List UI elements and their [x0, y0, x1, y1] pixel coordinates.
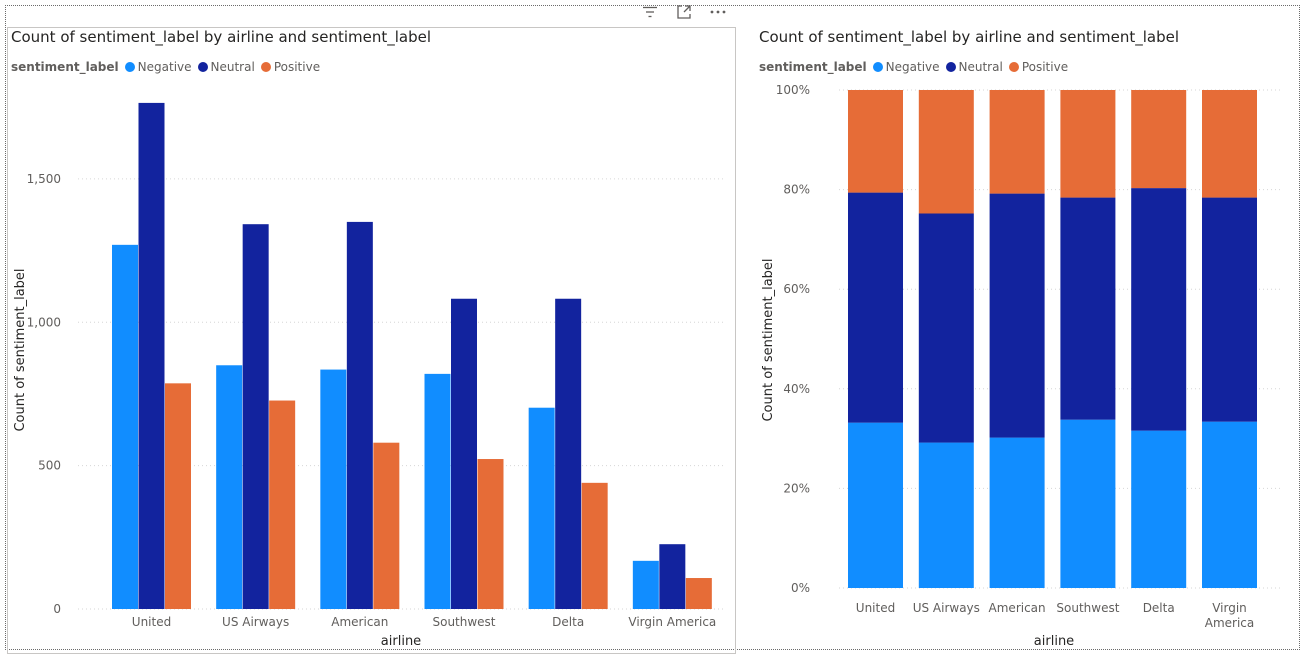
legend-label: Negative [137, 60, 192, 74]
legend-dot [1008, 62, 1019, 72]
bar-positive[interactable] [685, 578, 712, 609]
chart-title-left: Count of sentiment_label by airline and … [11, 28, 432, 46]
legend-item-positive[interactable]: Positive [260, 60, 321, 74]
bar-negative[interactable] [112, 244, 138, 609]
legend-item-neutral[interactable]: Neutral [197, 60, 255, 74]
bar-negative[interactable] [1131, 430, 1187, 588]
bar-positive[interactable] [989, 90, 1045, 194]
legend-label: Positive [1021, 60, 1069, 74]
bar-neutral[interactable] [346, 221, 373, 609]
legend-item-neutral[interactable]: Neutral [945, 60, 1003, 74]
clustered-column-visual[interactable] [7, 27, 736, 654]
bar-neutral[interactable] [918, 213, 974, 443]
y-tick-label: 1,500 [27, 172, 61, 186]
bar-positive[interactable] [477, 459, 504, 609]
bar-positive[interactable] [1131, 90, 1187, 189]
bar-neutral[interactable] [989, 193, 1045, 438]
bar-negative[interactable] [848, 422, 903, 588]
legend-title: sentiment_label [759, 60, 867, 74]
bar-positive[interactable] [848, 90, 903, 193]
bar-positive[interactable] [269, 400, 296, 609]
y-tick-label: 0% [791, 581, 810, 595]
y-tick-label: 100% [776, 83, 810, 97]
legend-label: Positive [273, 60, 321, 74]
bar-positive[interactable] [373, 442, 400, 609]
x-tick-label: Delta [1143, 601, 1175, 615]
clustered-column-chart[interactable]: 0 500 1,000 1,500 United US Airways American So… [0, 0, 740, 657]
y-tick-label: 500 [38, 459, 61, 473]
legend-label: Neutral [210, 60, 255, 74]
x-tick-label: Delta [552, 615, 584, 629]
legend-item-negative[interactable]: Negative [872, 60, 940, 74]
more-options-icon[interactable] [708, 2, 728, 22]
y-tick-label: 40% [783, 382, 810, 396]
bar-neutral[interactable] [242, 224, 269, 610]
bar-neutral[interactable] [451, 298, 477, 609]
legend-dot [197, 62, 208, 72]
legend-dot [945, 62, 956, 72]
x-axis-title: airline [1034, 634, 1074, 649]
x-tick-label: US Airways [913, 601, 980, 615]
legend-item-positive[interactable]: Positive [1008, 60, 1069, 74]
legend-dot [260, 62, 271, 72]
x-tick-label: Virgin America [628, 615, 716, 629]
bar-neutral[interactable] [659, 544, 686, 609]
bar-negative[interactable] [320, 369, 347, 609]
legend-title: sentiment_label [11, 60, 119, 74]
bar-negative[interactable] [424, 373, 451, 609]
visual-header [640, 2, 740, 22]
x-axis-title: airline [381, 634, 421, 649]
x-tick-label: American [989, 601, 1046, 615]
legend-left: sentiment_label Negative Neutral Positiv… [11, 60, 326, 74]
chart-title-right: Count of sentiment_label by airline and … [759, 28, 1180, 46]
legend-right: sentiment_label Negative Neutral Positiv… [759, 60, 1074, 74]
legend-dot [872, 62, 883, 72]
page-frame [5, 5, 1300, 650]
bar-positive[interactable] [1060, 90, 1116, 198]
x-tick-label: Virgin America [1205, 601, 1255, 630]
focus-mode-icon[interactable] [674, 2, 694, 22]
bar-positive[interactable] [165, 383, 191, 609]
x-tick-label: American [331, 615, 388, 629]
bar-negative[interactable] [918, 442, 974, 588]
bar-neutral[interactable] [1202, 197, 1257, 422]
legend-label: Neutral [958, 60, 1003, 74]
y-tick-label: 80% [783, 183, 810, 197]
x-tick-label: United [132, 615, 171, 629]
bar-negative[interactable] [1202, 421, 1257, 588]
bar-negative[interactable] [528, 407, 555, 609]
y-axis-title: Count of sentiment_label [761, 258, 776, 421]
bar-neutral[interactable] [848, 192, 903, 423]
x-tick-label: Southwest [1056, 601, 1119, 615]
legend-label: Negative [885, 60, 940, 74]
bar-positive[interactable] [918, 90, 974, 214]
bar-neutral[interactable] [555, 298, 582, 609]
bar-negative[interactable] [1060, 419, 1116, 588]
x-tick-label: Southwest [432, 615, 495, 629]
stacked-column-chart[interactable]: 0% 20% 40% 60% 80% 100% United US Airways Americ… [740, 0, 1307, 657]
bar-neutral[interactable] [1060, 197, 1116, 420]
bar-neutral[interactable] [138, 102, 165, 609]
bar-positive[interactable] [581, 482, 608, 609]
bar-negative[interactable] [989, 437, 1045, 588]
bar-negative[interactable] [632, 560, 659, 609]
filter-icon[interactable] [640, 2, 660, 22]
x-tick-label: United [856, 601, 895, 615]
legend-item-negative[interactable]: Negative [124, 60, 192, 74]
bar-positive[interactable] [1202, 90, 1257, 198]
y-tick-label: 1,000 [27, 315, 61, 329]
y-tick-label: 0 [53, 602, 61, 616]
y-axis-title: Count of sentiment_label [13, 268, 28, 431]
legend-dot [124, 62, 135, 72]
x-tick-label: US Airways [222, 615, 289, 629]
bar-neutral[interactable] [1131, 188, 1187, 431]
bar-negative[interactable] [216, 365, 243, 609]
y-tick-label: 20% [783, 481, 810, 495]
y-tick-label: 60% [783, 282, 810, 296]
